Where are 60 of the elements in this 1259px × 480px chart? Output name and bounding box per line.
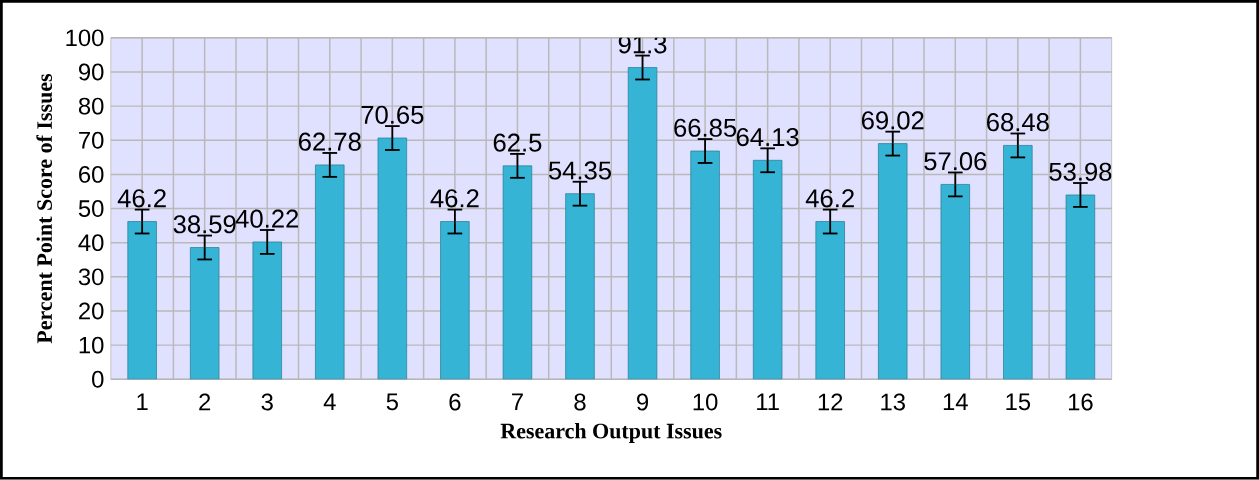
data-label: 68.48 <box>987 113 1049 132</box>
x-tick-label: 11 <box>757 393 779 411</box>
x-axis-title: Research Output Issues <box>500 423 722 444</box>
bar <box>940 184 970 380</box>
y-tick-label: 80 <box>78 97 104 115</box>
x-tick-label: 10 <box>693 393 718 411</box>
x-tick-label: 3 <box>261 393 273 411</box>
x-tick-label: 7 <box>512 393 523 411</box>
x-tick-label: 1 <box>137 393 148 411</box>
y-tick-label: 30 <box>78 268 104 286</box>
y-tick-label: 50 <box>78 200 104 218</box>
bar <box>878 143 908 380</box>
y-tick-label: 70 <box>79 131 104 149</box>
y-tick-label: 10 <box>79 336 104 354</box>
x-tick-label: 9 <box>637 393 649 411</box>
data-label: 64.13 <box>736 128 799 147</box>
y-tick-label: 90 <box>79 63 104 81</box>
y-tick-label: 100 <box>66 29 104 47</box>
x-tick-label: 16 <box>1068 393 1093 411</box>
bar <box>189 247 220 380</box>
bar <box>502 165 533 380</box>
data-label: 53.98 <box>1049 162 1112 181</box>
data-label: 46.2 <box>805 189 854 208</box>
data-label: 62.78 <box>298 132 361 151</box>
data-label: 62.5 <box>493 133 542 152</box>
bar <box>752 160 783 380</box>
data-label: 46.2 <box>430 189 479 208</box>
y-tick-label: 40 <box>78 234 104 252</box>
data-label: 66.85 <box>674 118 737 138</box>
data-label: 57.06 <box>924 152 987 171</box>
x-tick-label: 2 <box>199 393 211 411</box>
x-tick-label: 12 <box>818 393 843 411</box>
data-label: 70.65 <box>361 105 424 125</box>
x-tick-label: 14 <box>943 393 968 411</box>
bar <box>127 221 157 380</box>
data-label: 40.22 <box>235 209 299 228</box>
bar <box>440 221 470 380</box>
bar <box>815 221 845 380</box>
data-label: 69.02 <box>861 111 924 130</box>
bar <box>252 241 282 380</box>
x-tick-label: 8 <box>574 393 586 411</box>
data-label: 54.35 <box>548 161 611 180</box>
bar <box>1065 194 1096 380</box>
bar <box>377 137 408 380</box>
x-tick-label: 6 <box>449 393 461 411</box>
bar <box>690 150 720 380</box>
x-tick-label: 4 <box>323 393 336 411</box>
bar <box>565 193 595 380</box>
y-tick-label: 0 <box>92 371 104 388</box>
bar <box>315 164 345 380</box>
data-label: 46.2 <box>117 189 166 208</box>
y-tick-label: 20 <box>79 302 104 320</box>
bar <box>627 67 658 380</box>
data-label: 38.59 <box>173 215 236 234</box>
bar <box>1003 145 1033 380</box>
y-tick-label: 60 <box>79 166 104 183</box>
x-tick-label: 15 <box>1006 393 1031 411</box>
x-tick-label: 5 <box>386 393 398 411</box>
y-axis-title: Percent Point Score of Issues <box>36 74 53 344</box>
x-tick-label: 13 <box>881 393 905 411</box>
